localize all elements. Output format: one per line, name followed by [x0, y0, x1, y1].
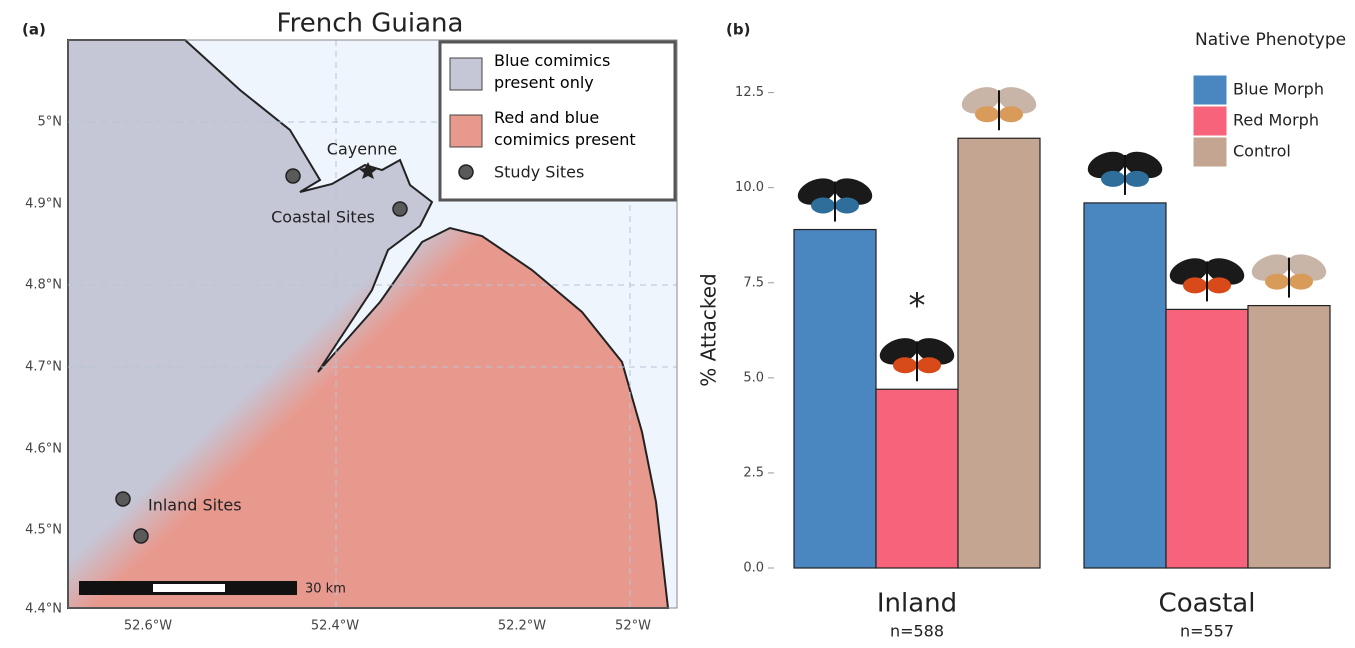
scale-bar [79, 581, 297, 595]
capital-star [359, 162, 377, 179]
x-tick-label: Coastal [1159, 589, 1256, 619]
annotation: * [909, 286, 926, 326]
sample-size: n=557 [1180, 622, 1234, 641]
wing [811, 197, 835, 214]
butterfly-icon [1087, 151, 1163, 195]
legend-swatch [449, 114, 483, 148]
place-label: Coastal Sites [271, 208, 375, 227]
map-title: French Guiana [277, 9, 464, 39]
legend-title: Native Phenotype [1195, 30, 1346, 50]
wing [1265, 273, 1289, 290]
butterfly-icon [1251, 254, 1327, 298]
legend-text: Blue comimics present only [494, 51, 611, 92]
x-tick-label: Inland [877, 589, 957, 619]
land [67, 39, 670, 609]
legend-swatch [449, 57, 483, 91]
wing [917, 357, 941, 374]
y-tick-label: 0.0 [743, 561, 764, 576]
legend-swatch [1192, 105, 1228, 137]
wing [835, 197, 859, 214]
wing [893, 357, 917, 374]
bar [1165, 308, 1249, 569]
lon-tick-label: 52.6°W [124, 619, 172, 634]
legend-text: Study Sites [494, 163, 584, 182]
butterfly-icon [797, 178, 873, 222]
wing [1183, 277, 1207, 294]
scale-label: 30 km [305, 582, 346, 597]
map-frame [67, 39, 678, 609]
legend-item: Red and blue comimics present [494, 108, 636, 149]
bar [957, 137, 1041, 569]
legend-label: Blue Morph [1233, 80, 1324, 99]
bar [1247, 304, 1331, 569]
legend-label: Red Morph [1233, 111, 1319, 130]
lon-tick-label: 52.4°W [311, 619, 359, 634]
wing [1101, 170, 1125, 187]
legend-swatch [458, 164, 474, 180]
legend-text: Red and blue comimics present [494, 108, 636, 149]
y-tick-label: 2.5 [743, 465, 764, 480]
place-label: Cayenne [327, 140, 397, 159]
y-tick-label: 7.5 [743, 275, 764, 290]
butterfly-icon [1169, 258, 1245, 302]
legend-label: Control [1233, 142, 1291, 161]
sample-size: n=588 [890, 622, 944, 641]
y-axis-label: % Attacked [697, 273, 721, 387]
lat-tick-label: 4.7°N [25, 360, 62, 375]
bar [793, 228, 877, 569]
lat-tick-label: 4.4°N [25, 602, 62, 617]
butterfly-icon [879, 338, 955, 382]
legend-swatch [1192, 136, 1228, 168]
lon-tick-label: 52°W [615, 619, 651, 634]
bar [875, 388, 959, 569]
lon-tick-label: 52.2°W [498, 619, 546, 634]
butterfly-icon [961, 87, 1037, 131]
place-label: Inland Sites [148, 496, 242, 515]
y-tick-label: 10.0 [735, 180, 764, 195]
lat-tick-label: 5°N [38, 115, 63, 130]
panel-label: (b) [726, 21, 750, 39]
lat-tick-label: 4.6°N [25, 442, 62, 457]
legend-swatch [1192, 74, 1228, 106]
lat-tick-label: 4.5°N [25, 523, 62, 538]
wing [1207, 277, 1231, 294]
panel-label: (a) [22, 21, 46, 39]
legend-item: Blue comimics present only [494, 51, 611, 92]
y-tick-label: 12.5 [735, 85, 764, 100]
wing [975, 106, 999, 123]
lat-tick-label: 4.9°N [25, 197, 62, 212]
wing [1289, 273, 1313, 290]
y-tick-label: 5.0 [743, 370, 764, 385]
lat-tick-label: 4.8°N [25, 278, 62, 293]
study-sites [115, 168, 408, 544]
wing [1125, 170, 1149, 187]
bar [1083, 202, 1167, 569]
wing [999, 106, 1023, 123]
